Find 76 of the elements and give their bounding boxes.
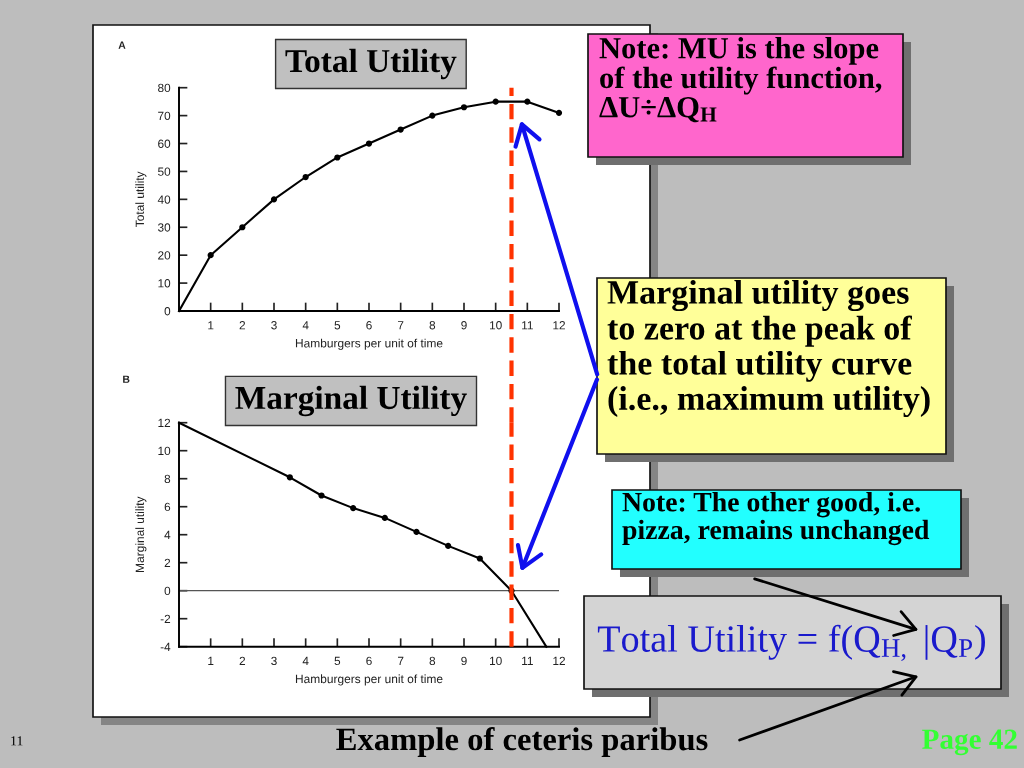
point [318,492,325,499]
y-tick-label: 10 [158,446,171,456]
x-tick-label: 9 [461,321,467,330]
point [286,474,293,481]
x-tick-label: 3 [271,656,277,666]
text: Page 42 [922,729,1017,756]
y-tick-label: -2 [160,614,171,623]
y-tick-label: 70 [158,111,171,121]
x-tick-label: 1 [208,321,214,330]
point [445,542,452,550]
x-tick-label: 12 [553,321,565,330]
y-tick-label: 8 [164,474,171,484]
point [239,224,246,231]
x-tick-label: 2 [239,321,246,330]
y-tick-label: -4 [160,642,171,651]
y-tick-label: 4 [164,530,171,539]
y-tick-label: 80 [158,83,171,93]
x-tick-label: 1 [208,656,214,665]
x-tick-label: 3 [271,321,277,330]
text: Note: MU is the slope of the utility function, ΔU÷ΔQ$_{H}$ [599,37,882,123]
point [524,98,531,105]
x-tick-label: 12 [553,656,565,665]
x-tick-label: 7 [397,321,404,330]
x-tick-label: 10 [490,656,502,666]
chart-title: Marginal Utility [235,385,467,417]
x-tick-label: 9 [461,656,467,666]
y-tick-label: 6 [164,502,171,512]
y-tick-label: 20 [158,251,171,260]
text: Marginal utility goes to zero at the peak of the total utility curve (i.e., maximum utility) [607,280,930,418]
x-tick-label: 6 [366,656,372,666]
y-tick-label: 0 [164,586,171,596]
point [381,514,388,522]
x-axis-title: Hamburgers per unit of time [295,338,443,350]
x-axis-title: Hamburgers per unit of time [295,674,443,686]
y-tick-label: 50 [158,167,171,176]
x-tick-label: 2 [239,656,246,665]
point [334,154,341,161]
x-tick-label: 11 [522,656,533,665]
chart-title: Total Utility [285,48,457,80]
text: B [123,375,130,383]
y-tick-label: 30 [157,223,171,232]
y-tick-label: 40 [157,195,171,204]
point [365,140,373,147]
x-tick-label: 8 [429,656,436,666]
x-tick-label: 4 [302,321,309,330]
x-tick-label: 11 [522,321,533,330]
x-tick-label: 4 [302,656,309,665]
y-tick-label: 60 [158,139,171,148]
x-tick-label: 6 [366,321,372,330]
y-axis-title: Total utility [135,171,147,227]
y-axis-title: Marginal utility [135,496,147,572]
point [492,98,499,105]
x-tick-label: 7 [397,656,404,665]
x-tick-label: 5 [334,656,341,666]
point [476,555,483,562]
y-tick-label: 12 [158,418,171,427]
point [429,112,436,119]
point [555,109,563,116]
text: Total Utility = f(Q$_{H,}$ |Q$_{P}$) [597,624,986,661]
text: 11 [11,736,23,746]
point [270,196,278,203]
y-tick-label: 0 [164,307,171,316]
y-tick-label: 2 [164,558,171,567]
point [350,504,357,512]
x-tick-label: 10 [490,321,502,330]
x-tick-label: 5 [334,321,341,330]
text: Note: The other good, i.e. pizza, remains unchanged [622,492,930,546]
point [413,528,420,536]
x-tick-label: 8 [429,321,436,330]
text: A [118,41,126,49]
point [460,104,468,111]
point [302,173,309,181]
point [397,126,404,133]
text: Example of ceteris paribus [336,727,708,757]
point [207,252,214,259]
y-tick-label: 10 [158,279,171,288]
